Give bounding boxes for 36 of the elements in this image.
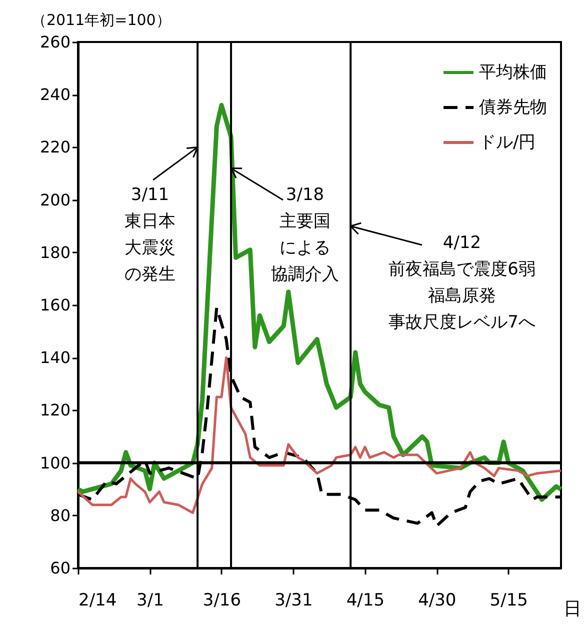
legend-label: 平均株価 (479, 62, 547, 82)
annotation: 主要国 (280, 212, 330, 232)
annotation: 東日本 (124, 212, 176, 232)
x-tick-label: 3/1 (136, 590, 164, 610)
annotation: 福島原発 (428, 286, 496, 306)
annotation: 事故尺度レベル7へ (388, 312, 536, 332)
y-tick-label: 140 (40, 348, 70, 368)
y-tick-label: 100 (40, 453, 70, 472)
annotation: 3/11 (130, 185, 170, 205)
y-tick-label: 260 (40, 32, 70, 52)
x-axis-title: 日 (564, 598, 582, 620)
line-series (76, 356, 562, 514)
x-tick-label: 4/30 (418, 590, 456, 610)
y-tick-label: 80 (50, 506, 70, 525)
y-tick-label: 240 (40, 85, 70, 104)
x-tick-label: 3/16 (202, 590, 242, 610)
annotation: 大震災 (124, 238, 176, 258)
annotation: による (280, 238, 330, 258)
annotation: 3/18 (286, 185, 324, 205)
y-tick-label: 200 (40, 190, 70, 210)
annotation: 前夜福島で震度6弱 (388, 260, 536, 280)
legend-label: ドル/円 (479, 132, 536, 152)
y-tick-label: 220 (40, 138, 70, 157)
legend-label: 債券先物 (479, 98, 547, 118)
y-tick-label: 60 (50, 558, 70, 578)
x-tick-label: 3/31 (274, 590, 313, 610)
y-tick-label: 160 (40, 296, 70, 314)
chart-subtitle: （2011年初=100） (31, 11, 171, 29)
x-tick-label: 5/15 (490, 590, 528, 610)
annotation: 4/12 (442, 233, 482, 253)
annotation: の発生 (124, 264, 176, 284)
x-tick-label: 2/14 (78, 590, 117, 610)
annotation: 協調介入 (271, 264, 339, 284)
y-tick-label: 180 (40, 242, 70, 262)
y-tick-label: 120 (40, 400, 70, 420)
x-tick-label: 4/15 (346, 590, 385, 610)
